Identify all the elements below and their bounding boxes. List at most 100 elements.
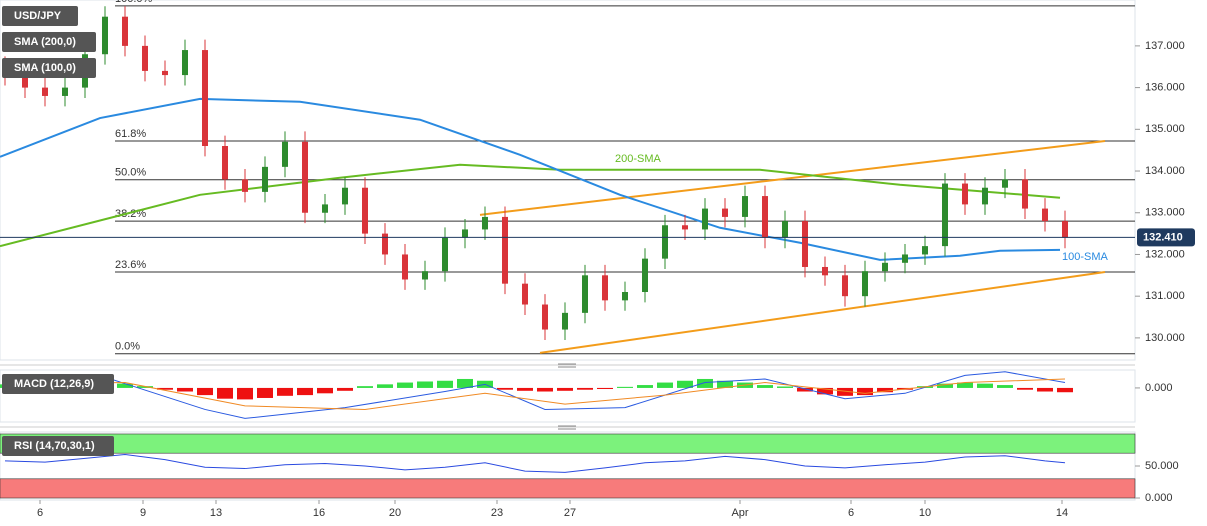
indicator-line (0, 97, 1061, 261)
legend-text: SMA (200,0) (14, 36, 76, 48)
candle-body (1022, 179, 1028, 209)
x-tick-label: 9 (140, 507, 146, 519)
candle-body (242, 179, 248, 192)
last-price-box (1137, 228, 1195, 247)
candle-body (442, 237, 448, 272)
candle-body (842, 275, 848, 297)
macd-histogram-bar (657, 382, 673, 388)
sma-annotation: 100-SMA (1062, 251, 1109, 263)
y-tick-label: 50.000 (1145, 460, 1179, 472)
macd-histogram-bar (197, 387, 213, 396)
candle-body (462, 229, 468, 238)
candle-body (942, 183, 948, 247)
candle-body (602, 275, 608, 301)
macd-histogram-bar (717, 380, 733, 388)
candle-body (922, 246, 928, 255)
legend-box (2, 6, 78, 26)
y-tick-label: 134.000 (1145, 165, 1185, 177)
candle-body (762, 196, 768, 238)
candle-body (362, 187, 368, 234)
x-tick-label: Apr (731, 507, 748, 519)
y-tick-label: 137.000 (1145, 40, 1185, 52)
candle-body (22, 75, 28, 88)
indicator-line (4, 378, 1066, 410)
indicator-line (4, 371, 1066, 419)
fib-label: 100.0% (115, 0, 153, 5)
x-tick-label: 27 (564, 507, 576, 519)
candle-body (682, 225, 688, 230)
candle-body (1062, 221, 1068, 238)
macd-histogram-bar (337, 387, 353, 391)
macd-histogram-bar (157, 387, 173, 390)
macd-histogram-bar (677, 380, 693, 388)
legend-box (2, 58, 96, 78)
candle-body (722, 208, 728, 217)
candle-body (302, 141, 308, 213)
y-tick-label: 130.000 (1145, 332, 1185, 344)
candle-body (262, 166, 268, 192)
macd-histogram-bar (317, 387, 333, 394)
candle-body (822, 266, 828, 276)
fib-label: 0.0% (115, 341, 140, 353)
macd-histogram-bar (297, 387, 313, 396)
x-tick-label: 23 (491, 507, 503, 519)
macd-histogram-bar (857, 387, 873, 396)
candle-body (962, 183, 968, 205)
candle-body (742, 196, 748, 217)
candle-body (862, 271, 868, 297)
macd-histogram-bar (997, 385, 1013, 388)
macd-histogram-bar (457, 378, 473, 388)
y-tick-label: 131.000 (1145, 290, 1185, 302)
legend-text: MACD (12,26,9) (14, 378, 94, 390)
indicator-line (4, 453, 1066, 473)
fib-label: 50.0% (115, 167, 146, 179)
macd-histogram-bar (777, 386, 793, 388)
indicator-line (0, 163, 1061, 248)
macd-histogram-bar (497, 387, 513, 390)
x-tick-label: 13 (210, 507, 222, 519)
candle-body (62, 87, 68, 96)
candle-body (322, 204, 328, 213)
candle-body (902, 254, 908, 263)
macd-histogram-bar (377, 384, 393, 388)
macd-histogram-bar (417, 381, 433, 388)
candle-body (182, 50, 188, 76)
y-tick-label: 0.000 (1145, 492, 1173, 504)
macd-histogram-bar (237, 387, 253, 400)
legend-text: RSI (14,70,30,1) (14, 440, 95, 452)
rsi-band (0, 478, 1136, 499)
x-tick-label: 6 (37, 507, 43, 519)
macd-histogram-bar (177, 387, 193, 392)
macd-histogram-bar (277, 387, 293, 396)
candle-body (402, 254, 408, 280)
macd-histogram-bar (557, 387, 573, 391)
candle-body (122, 16, 128, 46)
candle-body (422, 271, 428, 280)
legend-box (2, 436, 114, 456)
macd-histogram-bar (957, 382, 973, 388)
macd-histogram-bar (397, 382, 413, 388)
macd-histogram-bar (1037, 387, 1053, 392)
candle-body (282, 141, 288, 167)
macd-histogram-bar (537, 387, 553, 392)
legend-text: USD/JPY (14, 10, 62, 22)
candle-body (882, 262, 888, 272)
candle-body (102, 16, 108, 55)
candle-body (142, 45, 148, 71)
sma-annotation: 200-SMA (615, 153, 662, 165)
macd-histogram-bar (877, 387, 893, 393)
macd-histogram-bar (1017, 387, 1033, 390)
macd-histogram-bar (757, 385, 773, 388)
macd-histogram-bar (577, 387, 593, 390)
macd-histogram-bar (357, 386, 373, 388)
candle-body (382, 233, 388, 255)
x-tick-label: 14 (1056, 507, 1068, 519)
candle-body (162, 70, 168, 76)
macd-histogram-bar (697, 378, 713, 388)
fib-label: 61.8% (115, 128, 146, 140)
macd-histogram-bar (977, 383, 993, 388)
macd-histogram-bar (517, 387, 533, 391)
legend-box (2, 374, 114, 394)
trendline (539, 270, 1106, 354)
